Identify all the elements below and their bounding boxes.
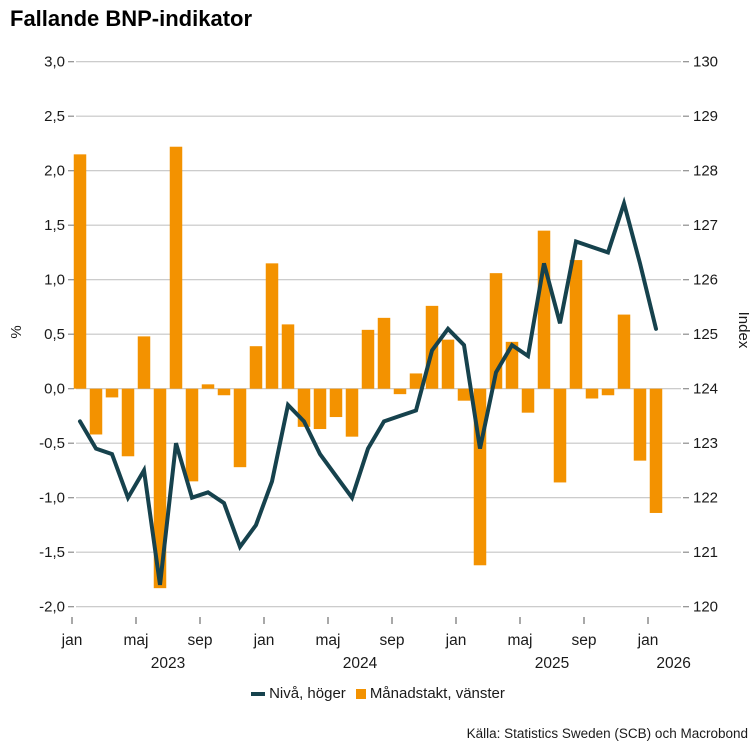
left-axis-tick-label: 0,5 [44, 326, 65, 343]
right-axis-tick-label: 129 [693, 108, 718, 125]
bar-manadstakt [137, 336, 151, 389]
left-axis-tick-label: 2,5 [44, 108, 65, 125]
year-label: 2025 [535, 655, 569, 672]
x-tick-label: jan [637, 632, 659, 649]
bar-manadstakt [345, 388, 359, 437]
bar-manadstakt [441, 339, 455, 389]
bar-series-manadstakt [73, 146, 663, 589]
bar-manadstakt [521, 388, 535, 413]
bar-manadstakt [601, 388, 615, 396]
bar-manadstakt [313, 388, 327, 430]
left-axis-title: % [8, 325, 25, 338]
bar-manadstakt [585, 388, 599, 399]
right-axis-tick-label: 125 [693, 326, 718, 343]
chart-title: Fallande BNP-indikator [10, 6, 253, 31]
right-axis-tick-label: 127 [693, 217, 718, 234]
bar-manadstakt [105, 388, 119, 398]
left-axis-tick-label: -2,0 [39, 599, 65, 616]
bar-manadstakt [409, 373, 423, 389]
year-label: 2023 [151, 655, 185, 672]
x-tick-label: sep [572, 632, 597, 649]
bar-manadstakt [617, 314, 631, 389]
left-axis-tick-label: 0,0 [44, 381, 65, 398]
year-label: 2024 [343, 655, 378, 672]
x-tick-label: maj [124, 632, 149, 649]
line-niva [78, 196, 658, 586]
right-axis-tick-label: 123 [693, 435, 718, 452]
left-axis-tick-label: 3,0 [44, 54, 65, 71]
bar-manadstakt [89, 388, 103, 435]
bar-manadstakt [361, 329, 375, 389]
right-axis-title: Index [735, 312, 752, 349]
bar-manadstakt [265, 263, 279, 389]
legend-item-niva: Nivå, höger [251, 685, 346, 702]
left-axis-tick-label: -0,5 [39, 435, 65, 452]
right-axis-tick-label: 126 [693, 272, 718, 289]
bar-manadstakt [569, 260, 583, 389]
bar-manadstakt [537, 230, 551, 389]
bar-manadstakt [281, 324, 295, 389]
right-axis-tick-label: 121 [693, 544, 718, 561]
legend: Nivå, höger Månadstakt, vänster [0, 685, 756, 702]
bar-manadstakt [153, 388, 167, 589]
left-axis-tick-label: 1,5 [44, 217, 65, 234]
bar-manadstakt [329, 388, 343, 418]
bar-manadstakt [633, 388, 647, 461]
bar-manadstakt [377, 317, 391, 389]
bar-manadstakt [217, 388, 231, 396]
bar-manadstakt [489, 273, 503, 389]
bar-manadstakt [393, 388, 407, 395]
left-axis-tick-label: 1,0 [44, 272, 65, 289]
bar-manadstakt [649, 388, 663, 513]
x-tick-label: sep [188, 632, 213, 649]
line-series-niva [78, 196, 658, 586]
bar-manadstakt [121, 388, 135, 457]
legend-label-manadstakt: Månadstakt, vänster [369, 685, 505, 702]
x-tick-label: sep [380, 632, 405, 649]
bar-manadstakt [73, 154, 87, 389]
legend-label-niva: Nivå, höger [269, 685, 346, 702]
right-axis-tick-label: 120 [693, 599, 718, 616]
source-text: Källa: Statistics Sweden (SCB) och Macro… [466, 726, 748, 741]
bar-manadstakt [553, 388, 567, 483]
bar-manadstakt [249, 346, 263, 389]
right-axis-tick-label: 130 [693, 54, 718, 71]
left-axis-tick-label: 2,0 [44, 163, 65, 180]
x-tick-label: jan [61, 632, 83, 649]
bnp-combo-chart: 3,0 130 2,5 129 2,0 128 1,5 127 1,0 126 0,5 125 0,0 1… [8, 54, 752, 672]
bar-manadstakt [169, 146, 183, 389]
legend-item-manadstakt: Månadstakt, vänster [355, 685, 505, 702]
right-axis-tick-label: 122 [693, 490, 718, 507]
axis-layer: 3,0 130 2,5 129 2,0 128 1,5 127 1,0 126 0,5 125 0,0 1… [39, 54, 718, 672]
x-tick-label: jan [253, 632, 275, 649]
bar-manadstakt [201, 384, 215, 389]
bar-manadstakt [185, 388, 199, 482]
x-tick-label: jan [445, 632, 467, 649]
line-series-swatch [251, 691, 266, 696]
left-axis-tick-label: -1,0 [39, 490, 65, 507]
left-axis-tick-label: -1,5 [39, 544, 65, 561]
x-tick-label: maj [508, 632, 533, 649]
right-axis-tick-label: 128 [693, 163, 718, 180]
right-axis-tick-label: 124 [693, 381, 718, 398]
bar-manadstakt [233, 388, 247, 468]
x-tick-label: maj [316, 632, 341, 649]
bar-series-swatch [355, 688, 366, 699]
bar-manadstakt [457, 388, 471, 401]
year-label: 2026 [656, 655, 690, 672]
